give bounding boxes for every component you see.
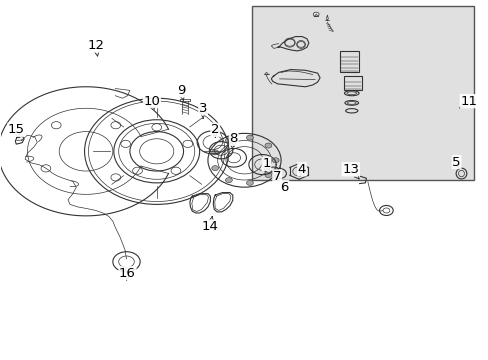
Circle shape — [246, 180, 253, 185]
Text: 13: 13 — [342, 163, 359, 179]
Text: 4: 4 — [297, 163, 305, 176]
Text: 8: 8 — [229, 132, 238, 147]
Circle shape — [225, 177, 232, 183]
Bar — [251, 6, 473, 180]
Text: 5: 5 — [451, 156, 460, 169]
Circle shape — [211, 150, 218, 155]
Bar — [344, 76, 361, 90]
Text: 6: 6 — [280, 181, 288, 194]
Circle shape — [225, 138, 232, 143]
Text: 2: 2 — [210, 123, 219, 137]
Text: 16: 16 — [119, 267, 136, 280]
Circle shape — [264, 143, 271, 148]
Text: 1: 1 — [262, 157, 270, 171]
Text: 15: 15 — [8, 123, 25, 138]
Text: 3: 3 — [199, 102, 207, 118]
Circle shape — [272, 158, 279, 163]
Text: 7: 7 — [272, 170, 281, 183]
Text: 9: 9 — [177, 84, 185, 100]
Circle shape — [246, 135, 253, 140]
Text: 14: 14 — [202, 216, 218, 233]
Text: 12: 12 — [87, 39, 104, 56]
Circle shape — [211, 166, 218, 171]
Text: 10: 10 — [143, 95, 160, 109]
Text: 11: 11 — [459, 95, 476, 108]
Circle shape — [264, 172, 271, 177]
Bar — [339, 51, 358, 72]
